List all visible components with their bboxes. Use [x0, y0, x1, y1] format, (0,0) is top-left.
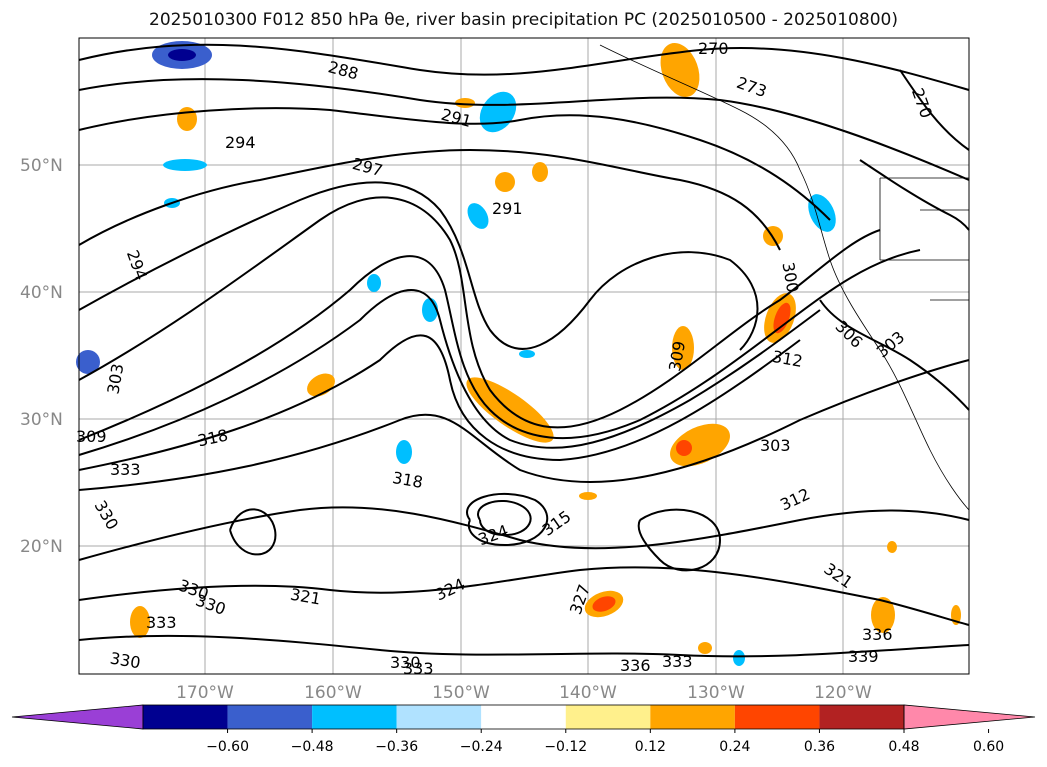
- map-title: 2025010300 F012 850 hPa θe, river basin …: [149, 10, 898, 30]
- theta-e-contours: [78, 43, 970, 658]
- colorbar-swatch: [396, 705, 482, 729]
- map-frame: [78, 37, 970, 675]
- contour-label: 291: [492, 199, 523, 218]
- colorbar-extend-low: [11, 704, 144, 730]
- lat-label: 20°N: [20, 537, 63, 557]
- colorbar-tick-label: −0.12: [544, 739, 587, 755]
- colorbar-tick-label: 0.48: [888, 739, 919, 755]
- colorbar-swatch: [227, 705, 313, 729]
- contour-label: 333: [662, 652, 693, 671]
- colorbar-extend-high: [903, 704, 1036, 730]
- colorbar-tick-label: −0.24: [460, 739, 503, 755]
- lon-label: 170°W: [176, 683, 234, 703]
- contour-label: 333: [403, 659, 434, 678]
- colorbar-frame: [142, 704, 905, 730]
- contour-label: 270: [698, 39, 729, 58]
- contour-label: 339: [848, 647, 879, 666]
- contour-label: 336: [620, 656, 651, 675]
- colorbar-swatch: [819, 705, 904, 729]
- colorbar-swatch: [650, 705, 735, 729]
- lon-label: 150°W: [432, 683, 490, 703]
- contour-label: 303: [760, 436, 791, 455]
- colorbar-tick-label: −0.36: [375, 739, 418, 755]
- contour-label: 336: [862, 625, 893, 644]
- colorbar-tick-label: 0.12: [635, 739, 666, 755]
- contour-label: 309: [76, 427, 107, 446]
- lat-label: 30°N: [20, 410, 63, 430]
- colorbar-tick-label: 0.36: [804, 739, 835, 755]
- colorbar-tick-label: −0.60: [206, 739, 249, 755]
- lat-label: 50°N: [20, 156, 63, 176]
- lon-label: 120°W: [814, 683, 872, 703]
- colorbar-swatch: [734, 705, 820, 729]
- colorbar-tick-label: 0.60: [973, 739, 1004, 755]
- lat-label: 40°N: [20, 283, 63, 303]
- coastlines: [599, 44, 970, 511]
- contour-label: 294: [225, 133, 256, 152]
- colorbar-swatch: [565, 705, 651, 729]
- latitude-labels: 50°N 40°N 30°N 20°N: [20, 156, 63, 557]
- colorbar: −0.60 −0.48 −0.36 −0.24 −0.12 0.12 0.24 0.36 0.4…: [11, 704, 1036, 755]
- colorbar-tick-label: −0.48: [291, 739, 334, 755]
- colorbar-swatch: [481, 705, 566, 729]
- colorbar-swatch: [143, 705, 228, 729]
- longitude-labels: 170°W 160°W 150°W 140°W 130°W 120°W: [176, 683, 872, 703]
- lon-label: 160°W: [304, 683, 362, 703]
- colorbar-tick-label: 0.24: [719, 739, 750, 755]
- colorbar-swatch: [312, 705, 397, 729]
- contour-label: 330: [390, 653, 421, 672]
- lon-label: 130°W: [687, 683, 745, 703]
- contour-label: 333: [110, 460, 141, 479]
- contour-label: 333: [146, 613, 177, 632]
- lon-label: 140°W: [559, 683, 617, 703]
